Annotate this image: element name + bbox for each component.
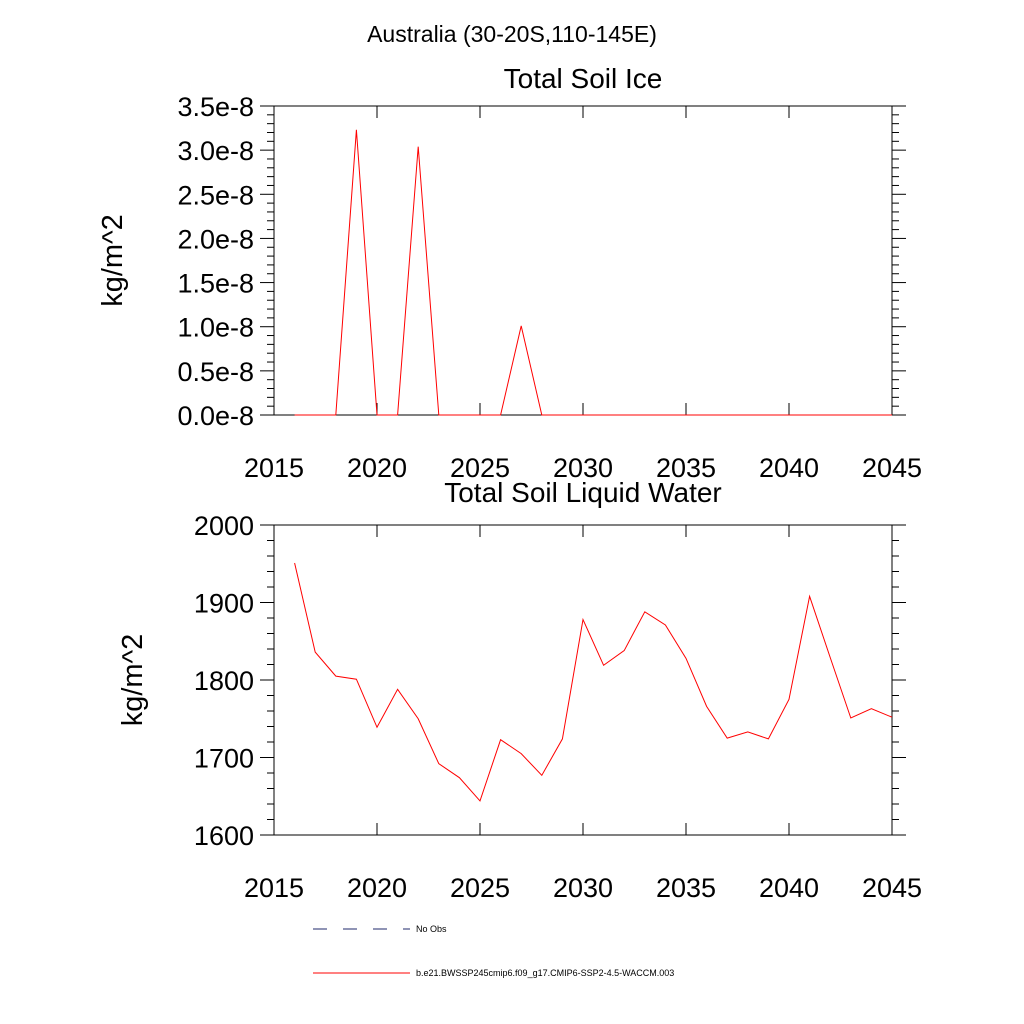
series-line bbox=[294, 562, 893, 802]
x-tick-label: 2015 bbox=[244, 873, 304, 903]
y-tick-label: 3.5e-8 bbox=[177, 92, 254, 122]
panel-title: Total Soil Ice bbox=[504, 63, 663, 94]
y-tick-label: 2000 bbox=[194, 511, 254, 541]
x-tick-label: 2020 bbox=[347, 453, 407, 483]
y-tick-label: 0.0e-8 bbox=[177, 401, 254, 431]
plot-frame bbox=[273, 105, 893, 416]
y-tick-label: 2.5e-8 bbox=[177, 180, 254, 210]
x-tick-label: 2015 bbox=[244, 453, 304, 483]
legend: No Obs b.e21.BWSSP245cmip6.f09_g17.CMIP6… bbox=[313, 924, 674, 978]
x-tick-label: 2040 bbox=[759, 873, 819, 903]
x-tick-label: 2025 bbox=[450, 453, 510, 483]
y-tick-label: 0.5e-8 bbox=[177, 357, 254, 387]
panel-total-soil-ice: Total Soil Ice kg/m^2 2015 2020 2025 2030 2035… bbox=[97, 63, 922, 483]
panel-total-soil-liquid-water: Total Soil Liquid Water kg/m^2 2015 2020 202… bbox=[117, 477, 922, 903]
y-tick-label: 1700 bbox=[194, 744, 254, 774]
x-tick-label: 2045 bbox=[862, 453, 922, 483]
y-axis-label: kg/m^2 bbox=[97, 214, 129, 307]
x-tick-label: 2030 bbox=[553, 873, 613, 903]
x-tick-label: 2045 bbox=[862, 873, 922, 903]
x-tick-label: 2035 bbox=[656, 453, 716, 483]
y-tick-label: 3.0e-8 bbox=[177, 136, 254, 166]
figure-title: Australia (30-20S,110-145E) bbox=[367, 21, 657, 47]
y-tick-label: 1.0e-8 bbox=[177, 313, 254, 343]
x-tick-label: 2035 bbox=[656, 873, 716, 903]
plot-frame bbox=[273, 524, 893, 836]
legend-label-no-obs: No Obs bbox=[416, 924, 447, 934]
series-line bbox=[294, 129, 892, 416]
y-tick-label: 1600 bbox=[194, 821, 254, 851]
y-tick-label: 1.5e-8 bbox=[177, 269, 254, 299]
panel-title: Total Soil Liquid Water bbox=[444, 477, 722, 508]
x-tick-label: 2030 bbox=[553, 453, 613, 483]
x-tick-label: 2040 bbox=[759, 453, 819, 483]
y-tick-label: 1800 bbox=[194, 666, 254, 696]
x-tick-label: 2025 bbox=[450, 873, 510, 903]
y-axis-label: kg/m^2 bbox=[117, 634, 149, 727]
x-tick-label: 2020 bbox=[347, 873, 407, 903]
y-tick-label: 2.0e-8 bbox=[177, 224, 254, 254]
y-tick-label: 1900 bbox=[194, 589, 254, 619]
legend-label-model-run: b.e21.BWSSP245cmip6.f09_g17.CMIP6-SSP2-4… bbox=[416, 968, 674, 978]
